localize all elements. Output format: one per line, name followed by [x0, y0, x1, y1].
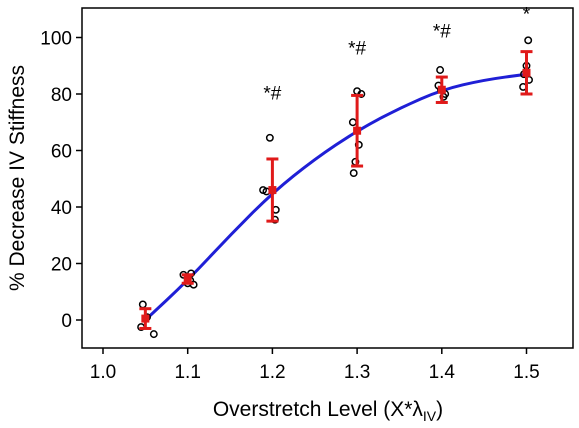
x-tick-label: 1.3: [344, 362, 370, 383]
x-axis-label-subscript: IV: [423, 408, 437, 424]
individual-point: [436, 66, 445, 74]
fit-curve-layer: [144, 72, 527, 322]
x-tick-label: 1.4: [429, 362, 456, 383]
x-axis-label: Overstretch Level (X*λIV): [213, 398, 443, 424]
x-axis-label-close: ): [436, 398, 443, 421]
y-tick-label: 20: [51, 255, 72, 276]
x-tick-label: 1.5: [513, 362, 539, 383]
y-tick-label: 100: [40, 29, 72, 50]
plot-area-border: [81, 7, 574, 349]
mean-marker: [268, 186, 277, 195]
mean-marker: [141, 314, 150, 323]
y-tick-label: 0: [61, 311, 72, 332]
x-tick-label: 1.2: [259, 362, 285, 383]
y-tick-label: 80: [51, 85, 72, 106]
individual-point: [348, 118, 357, 127]
mean-marker: [522, 68, 531, 77]
individual-point: [265, 133, 274, 142]
x-axis-label-main: Overstretch Level (X*: [213, 398, 413, 421]
x-tick-label: 1.1: [174, 362, 200, 383]
individual-point: [349, 169, 358, 178]
mean-errorbar-layer: [139, 50, 533, 330]
mean-marker: [353, 126, 362, 135]
fit-curve: [144, 72, 527, 322]
individual-point: [149, 330, 158, 339]
y-tick-label: 60: [51, 142, 72, 163]
individual-point: [524, 36, 533, 45]
mean-marker: [437, 85, 446, 94]
plot-frame: [81, 7, 574, 349]
significance-marker: *#: [348, 38, 366, 59]
individual-point: [354, 140, 363, 149]
significance-marker: *#: [263, 84, 281, 105]
x-axis-label-lambda: λ: [412, 398, 423, 421]
significance-marker: *: [523, 5, 531, 26]
individual-point: [138, 300, 147, 309]
significance-marker: *#: [433, 22, 451, 43]
mean-marker: [183, 275, 192, 284]
significance-annotations: *# *# *# *: [263, 5, 530, 105]
y-axis-label: % Decrease IV Stiffness: [6, 65, 29, 291]
axis-ticks: 1.0 1.1 1.2 1.3 1.4 1.5 0 20 40 60 80 100: [40, 29, 539, 384]
x-tick-label: 1.0: [90, 362, 116, 383]
y-tick-label: 40: [51, 198, 72, 219]
